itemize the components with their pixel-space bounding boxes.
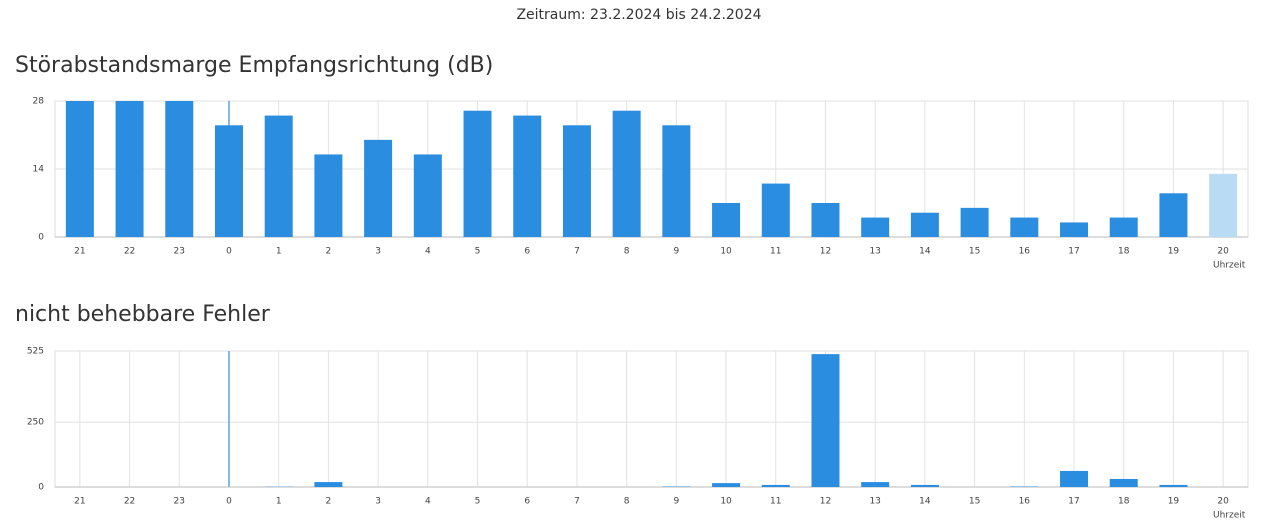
bar [413, 154, 442, 237]
x-tick-label: 18 [1118, 497, 1130, 507]
x-tick-label: 18 [1118, 247, 1130, 257]
x-tick-label: 23 [174, 247, 185, 257]
x-tick-label: 11 [770, 497, 781, 507]
bar [1060, 470, 1089, 487]
bar [562, 125, 591, 237]
x-axis-label: Uhrzeit [1213, 261, 1246, 271]
x-tick-label: 23 [174, 497, 185, 507]
bar [662, 486, 691, 487]
x-tick-label: 21 [74, 247, 85, 257]
x-tick-label: 10 [720, 497, 732, 507]
x-tick-label: 2 [326, 497, 332, 507]
chart-title: Störabstandsmarge Empfangsrichtung (dB) [15, 53, 493, 78]
y-tick-label: 525 [27, 347, 44, 357]
x-tick-label: 16 [1019, 497, 1031, 507]
bar [1010, 486, 1039, 487]
x-tick-label: 3 [375, 497, 381, 507]
bar [712, 203, 741, 237]
x-tick-label: 20 [1217, 497, 1229, 507]
bar [1060, 222, 1089, 237]
plot-area [54, 350, 1249, 488]
x-axis-label: Uhrzeit [1213, 511, 1246, 521]
x-tick-label: 6 [524, 247, 530, 257]
x-tick-label: 13 [869, 497, 880, 507]
x-tick-label: 17 [1068, 247, 1079, 257]
x-tick-label: 1 [276, 247, 282, 257]
x-tick-label: 1 [276, 497, 282, 507]
x-tick-label: 21 [74, 497, 85, 507]
bar [910, 484, 939, 487]
x-tick-label: 14 [919, 247, 931, 257]
y-tick-label: 14 [33, 165, 45, 175]
bar [811, 203, 840, 237]
x-tick-label: 7 [574, 247, 580, 257]
x-tick-label: 8 [624, 247, 630, 257]
bar [314, 154, 343, 237]
bar [712, 483, 741, 487]
bar [513, 115, 542, 237]
bar [612, 110, 641, 237]
y-tick-label: 0 [38, 233, 44, 243]
x-tick-label: 13 [869, 247, 880, 257]
x-tick-label: 6 [524, 497, 530, 507]
y-tick-label: 28 [33, 97, 45, 107]
bar [1159, 193, 1188, 237]
bar [811, 354, 840, 487]
bar [463, 110, 492, 237]
bar [910, 212, 939, 237]
x-tick-label: 12 [820, 247, 831, 257]
x-tick-label: 3 [375, 247, 381, 257]
bar [1159, 484, 1188, 487]
x-tick-label: 0 [226, 497, 232, 507]
x-tick-label: 15 [969, 497, 980, 507]
bar [264, 115, 293, 237]
x-tick-label: 19 [1168, 497, 1180, 507]
bar [1010, 217, 1039, 237]
bar [861, 482, 890, 487]
x-tick-label: 8 [624, 497, 630, 507]
x-tick-label: 9 [673, 247, 679, 257]
bar [364, 139, 393, 237]
x-tick-label: 4 [425, 247, 431, 257]
period: Zeitraum: 23.2.2024 bis 24.2.2024 [516, 7, 761, 23]
x-tick-label: 7 [574, 497, 580, 507]
bar [314, 482, 343, 487]
chart-title: nicht behebbare Fehler [15, 302, 271, 327]
x-tick-label: 12 [820, 497, 831, 507]
x-tick-label: 2 [326, 247, 332, 257]
bar [65, 101, 94, 237]
bar [115, 101, 144, 237]
bar [960, 207, 989, 237]
bar [761, 484, 790, 487]
bar [1109, 217, 1138, 237]
x-tick-label: 11 [770, 247, 781, 257]
x-tick-label: 15 [969, 247, 980, 257]
x-tick-label: 16 [1019, 247, 1031, 257]
y-tick-label: 0 [38, 483, 44, 493]
bar [1209, 173, 1238, 237]
x-tick-label: 4 [425, 497, 431, 507]
x-tick-label: 22 [124, 497, 135, 507]
bar [861, 217, 890, 237]
bar [761, 183, 790, 237]
bar [662, 125, 691, 237]
x-tick-label: 0 [226, 247, 232, 257]
x-tick-label: 14 [919, 497, 931, 507]
y-tick-label: 250 [27, 418, 44, 428]
x-tick-label: 17 [1068, 497, 1079, 507]
x-tick-label: 20 [1217, 247, 1229, 257]
x-tick-label: 10 [720, 247, 732, 257]
x-tick-label: 5 [475, 247, 481, 257]
x-tick-label: 5 [475, 497, 481, 507]
bar [214, 125, 243, 237]
x-tick-label: 22 [124, 247, 135, 257]
bar [1109, 478, 1138, 487]
x-tick-label: 19 [1168, 247, 1180, 257]
x-tick-label: 9 [673, 497, 679, 507]
bar [165, 101, 194, 237]
